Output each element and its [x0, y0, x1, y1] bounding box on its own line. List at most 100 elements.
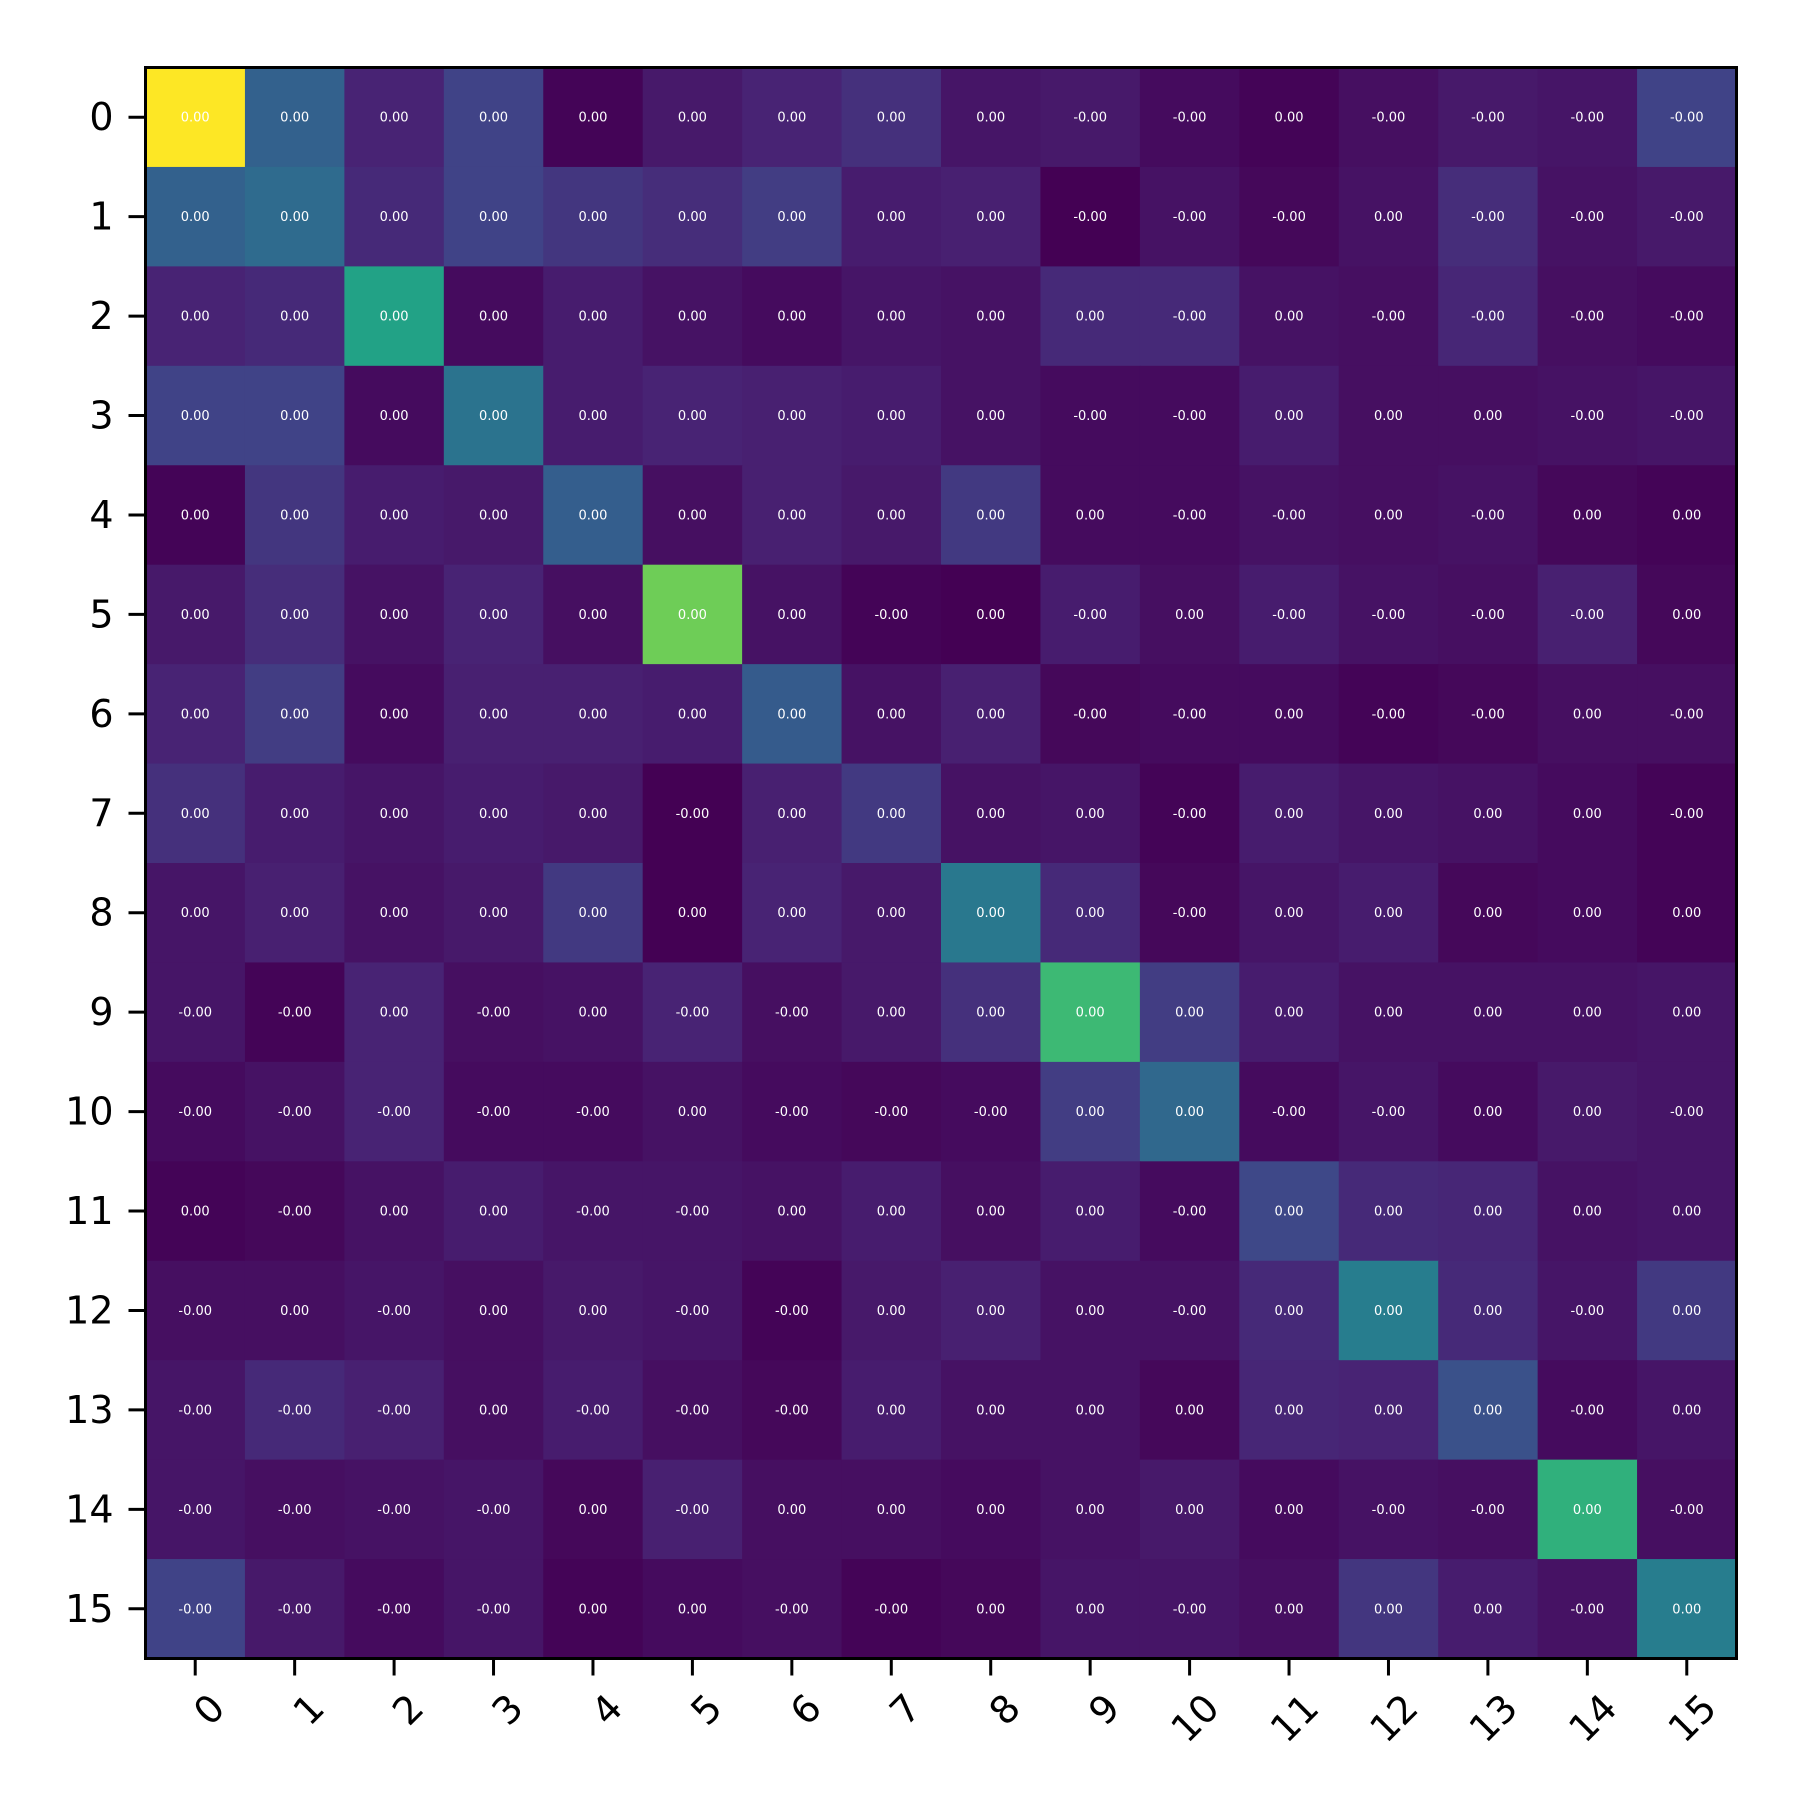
cell-value-r13-c0: -0.00 — [178, 1403, 212, 1418]
cell-value-r2-c10: -0.00 — [1173, 310, 1207, 325]
cell-value-r11-c5: -0.00 — [676, 1205, 710, 1220]
heatmap-cell-r8-c4 — [543, 863, 644, 964]
heatmap-cell-labels: 0.00 0.00 0.00 0.00 0.00 0.00 0.00 0.00 0.00 -0.0… — [178, 111, 1703, 1618]
cell-value-r14-c13: -0.00 — [1471, 1503, 1505, 1518]
cell-value-r5-c14: -0.00 — [1571, 608, 1605, 623]
heatmap-cell-r11-c5 — [642, 1161, 743, 1262]
cell-value-r5-c6: 0.00 — [777, 608, 806, 623]
x-axis: 0 1 2 3 4 5 6 7 8 9 10 11 12 13 14 15 — [185, 1658, 1725, 1751]
heatmap-cell-r4-c9 — [1040, 465, 1141, 566]
x-tick-label-12: 12 — [1361, 1686, 1426, 1751]
cell-value-r0-c4: 0.00 — [578, 111, 607, 126]
cell-value-r11-c12: 0.00 — [1374, 1205, 1403, 1220]
cell-value-r13-c11: 0.00 — [1275, 1403, 1304, 1418]
heatmap-cell-r3-c6 — [742, 365, 843, 466]
cell-value-r6-c14: 0.00 — [1573, 707, 1602, 722]
heatmap-cell-r14-c4 — [543, 1459, 644, 1560]
x-tick-label-10: 10 — [1162, 1686, 1227, 1751]
x-tick-label-9: 9 — [1080, 1686, 1128, 1734]
cell-value-r1-c7: 0.00 — [877, 210, 906, 225]
x-tick-label-2: 2 — [384, 1686, 432, 1734]
cell-value-r15-c9: 0.00 — [1076, 1602, 1105, 1617]
cell-value-r10-c9: 0.00 — [1076, 1105, 1105, 1120]
heatmap-cell-r11-c2 — [344, 1161, 445, 1262]
heatmap-cell-r14-c15 — [1637, 1459, 1738, 1560]
cell-value-r15-c7: -0.00 — [874, 1602, 908, 1617]
cell-value-r6-c11: 0.00 — [1275, 707, 1304, 722]
cell-value-r2-c2: 0.00 — [380, 310, 409, 325]
cell-value-r4-c0: 0.00 — [181, 508, 210, 523]
heatmap-cell-r2-c9 — [1040, 266, 1141, 367]
cell-value-r1-c8: 0.00 — [976, 210, 1005, 225]
heatmap-cell-r4-c15 — [1637, 465, 1738, 566]
heatmap-cell-r0-c9 — [1040, 67, 1141, 168]
cell-value-r5-c4: 0.00 — [578, 608, 607, 623]
cell-value-r3-c1: 0.00 — [280, 409, 309, 424]
cell-value-r4-c6: 0.00 — [777, 508, 806, 523]
heatmap-cell-r13-c8 — [941, 1360, 1042, 1461]
heatmap-cell-r7-c13 — [1438, 763, 1539, 864]
heatmap-cell-r10-c2 — [344, 1061, 445, 1162]
heatmap-cell-r6-c1 — [244, 664, 345, 765]
cell-value-r1-c12: 0.00 — [1374, 210, 1403, 225]
cell-value-r9-c5: -0.00 — [676, 1006, 710, 1021]
cell-value-r4-c11: -0.00 — [1272, 508, 1306, 523]
heatmap-cell-r0-c14 — [1537, 67, 1638, 168]
heatmap-cell-r11-c4 — [543, 1161, 644, 1262]
cell-value-r12-c0: -0.00 — [178, 1304, 212, 1319]
cell-value-r7-c5: -0.00 — [676, 807, 710, 822]
heatmap-cell-r5-c9 — [1040, 564, 1141, 665]
x-tick-label-4: 4 — [583, 1686, 631, 1734]
heatmap-cell-r15-c15 — [1637, 1559, 1738, 1660]
heatmap-cell-r11-c1 — [244, 1161, 345, 1262]
heatmap-cell-r9-c12 — [1338, 962, 1439, 1063]
heatmap-cell-r6-c11 — [1239, 664, 1340, 765]
cell-value-r9-c2: 0.00 — [380, 1006, 409, 1021]
heatmap-cell-r2-c6 — [742, 266, 843, 367]
cell-value-r4-c12: 0.00 — [1374, 508, 1403, 523]
cell-value-r11-c15: 0.00 — [1672, 1205, 1701, 1220]
cell-value-r11-c3: 0.00 — [479, 1205, 508, 1220]
y-tick-label-14: 14 — [65, 1487, 113, 1531]
cell-value-r12-c12: 0.00 — [1374, 1304, 1403, 1319]
heatmap-cell-r0-c12 — [1338, 67, 1439, 168]
cell-value-r12-c2: -0.00 — [377, 1304, 411, 1319]
heatmap-cell-r6-c10 — [1139, 664, 1240, 765]
cell-value-r13-c4: -0.00 — [576, 1403, 610, 1418]
heatmap-cell-r3-c13 — [1438, 365, 1539, 466]
y-tick-label-15: 15 — [65, 1587, 113, 1631]
heatmap-cell-r2-c10 — [1139, 266, 1240, 367]
cell-value-r13-c2: -0.00 — [377, 1403, 411, 1418]
heatmap-cell-r14-c10 — [1139, 1459, 1240, 1560]
heatmap-cell-r12-c10 — [1139, 1260, 1240, 1361]
heatmap-cell-r4-c10 — [1139, 465, 1240, 566]
heatmap-cell-r5-c3 — [443, 564, 544, 665]
heatmap-cell-r10-c11 — [1239, 1061, 1340, 1162]
heatmap-cell-r7-c2 — [344, 763, 445, 864]
cell-value-r13-c14: -0.00 — [1571, 1403, 1605, 1418]
heatmap-cell-r12-c15 — [1637, 1260, 1738, 1361]
heatmap-cell-r15-c6 — [742, 1559, 843, 1660]
heatmap-cell-r9-c6 — [742, 962, 843, 1063]
x-tick-label-6: 6 — [782, 1686, 830, 1734]
cell-value-r8-c1: 0.00 — [280, 906, 309, 921]
cell-value-r11-c4: -0.00 — [576, 1205, 610, 1220]
heatmap-cell-r14-c13 — [1438, 1459, 1539, 1560]
heatmap-cell-r14-c14 — [1537, 1459, 1638, 1560]
cell-value-r1-c11: -0.00 — [1272, 210, 1306, 225]
cell-value-r7-c3: 0.00 — [479, 807, 508, 822]
cell-value-r9-c7: 0.00 — [877, 1006, 906, 1021]
cell-value-r2-c7: 0.00 — [877, 310, 906, 325]
heatmap-cell-r8-c11 — [1239, 863, 1340, 964]
heatmap-cell-r9-c2 — [344, 962, 445, 1063]
cell-value-r14-c12: -0.00 — [1372, 1503, 1406, 1518]
cell-value-r15-c4: 0.00 — [578, 1602, 607, 1617]
cell-value-r9-c1: -0.00 — [278, 1006, 312, 1021]
cell-value-r9-c12: 0.00 — [1374, 1006, 1403, 1021]
heatmap-cell-r12-c12 — [1338, 1260, 1439, 1361]
heatmap-cell-r8-c1 — [244, 863, 345, 964]
cell-value-r9-c10: 0.00 — [1175, 1006, 1204, 1021]
heatmap-cell-r2-c13 — [1438, 266, 1539, 367]
cell-value-r11-c8: 0.00 — [976, 1205, 1005, 1220]
cell-value-r13-c12: 0.00 — [1374, 1403, 1403, 1418]
